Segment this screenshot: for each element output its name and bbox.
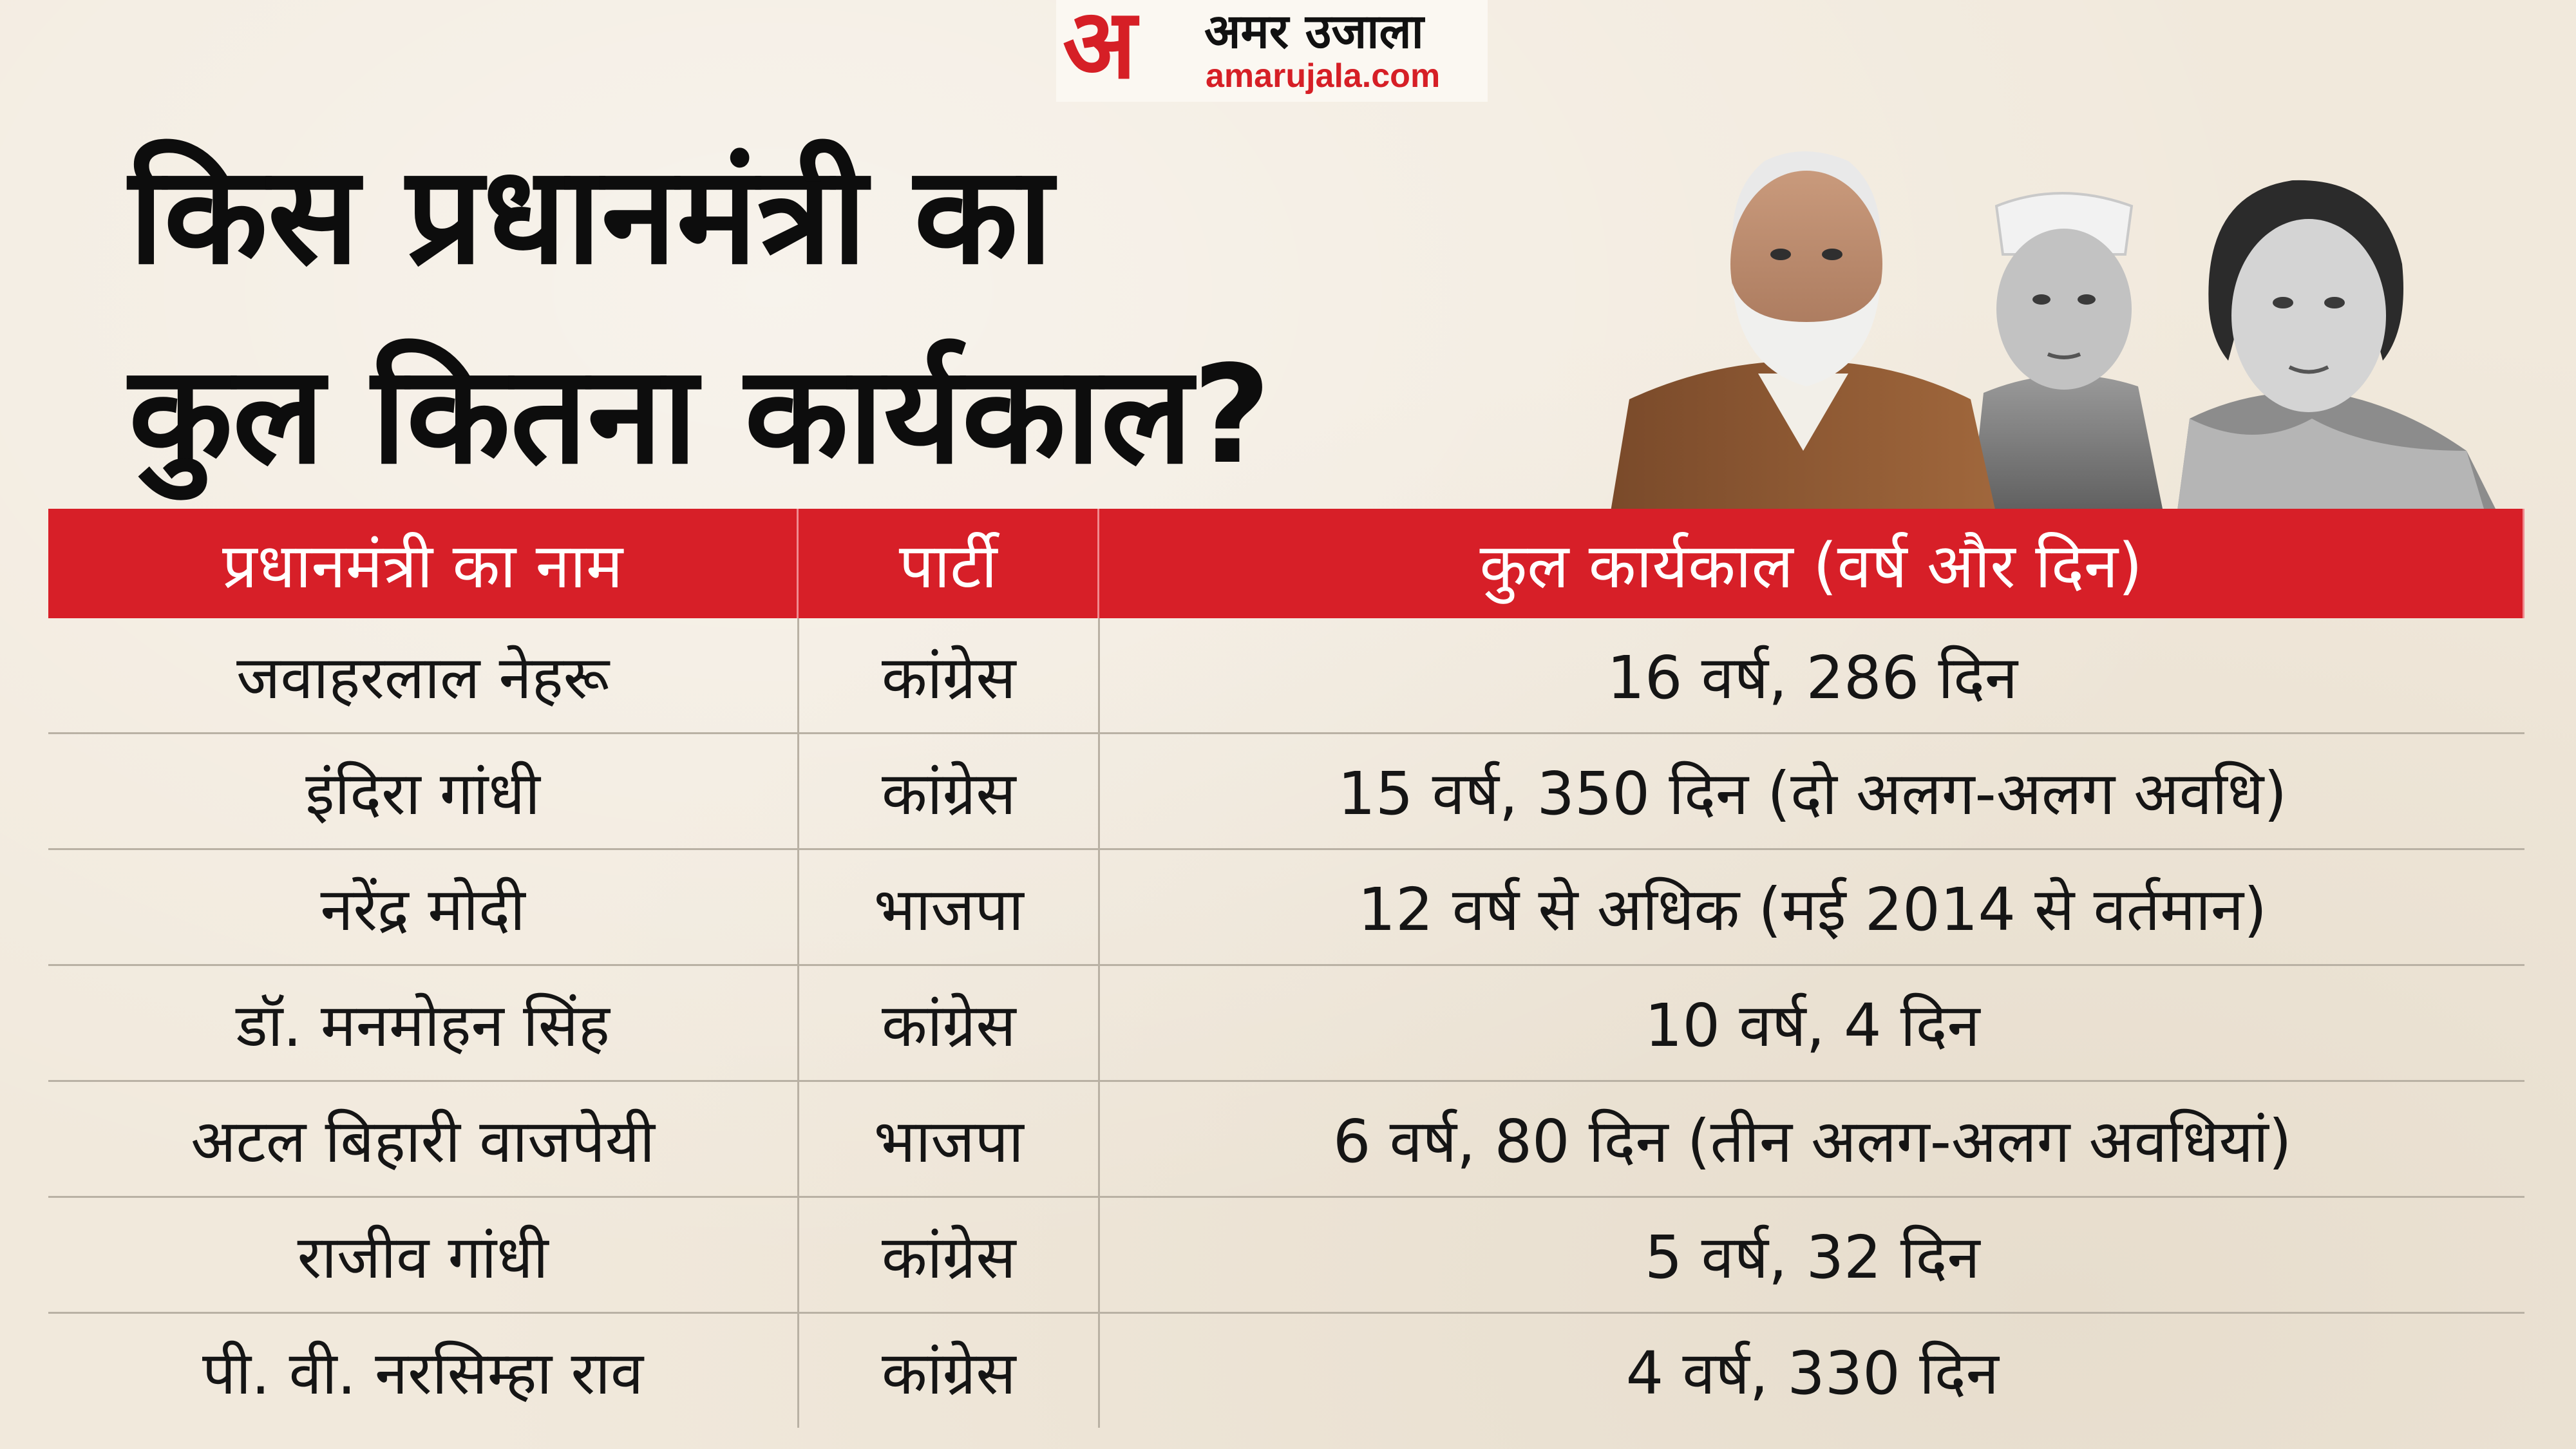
portrait-nehru bbox=[1971, 192, 2164, 515]
table-header: प्रधानमंत्री का नाम पार्टी कुल कार्यकाल … bbox=[48, 509, 2524, 618]
pm-tenure: 6 वर्ष, 80 दिन (तीन अलग-अलग अवधियां) bbox=[1332, 1107, 2292, 1176]
pm-tenure: 5 वर्ष, 32 दिन bbox=[1644, 1223, 1980, 1292]
title-line-1: किस प्रधानमंत्री का bbox=[129, 137, 1053, 294]
pm-party: कांग्रेस bbox=[799, 1198, 1101, 1312]
prime-ministers-portraits bbox=[1610, 151, 2499, 515]
pm-party: कांग्रेस bbox=[799, 618, 1101, 732]
portrait-modi bbox=[1610, 151, 1996, 515]
pm-party: भाजपा bbox=[799, 850, 1101, 964]
pm-party: कांग्रेस bbox=[799, 966, 1101, 1080]
page-title: किस प्रधानमंत्री का कुल कितना कार्यकाल? bbox=[129, 116, 1707, 515]
pm-tenure: 12 वर्ष से अधिक (मई 2014 से वर्तमान) bbox=[1358, 875, 2267, 944]
pm-name: जवाहरलाल नेहरू bbox=[48, 618, 800, 732]
pm-name: डॉ. मनमोहन सिंह bbox=[48, 966, 800, 1080]
tenure-table: प्रधानमंत्री का नाम पार्टी कुल कार्यकाल … bbox=[48, 509, 2524, 1428]
table-row: डॉ. मनमोहन सिंह कांग्रेस 10 वर्ष, 4 दिन bbox=[48, 966, 2524, 1082]
table-row: जवाहरलाल नेहरू कांग्रेस 16 वर्ष, 286 दिन bbox=[48, 618, 2524, 734]
logo-name-hindi: अमर उजाला bbox=[1204, 4, 1424, 59]
pm-party: भाजपा bbox=[799, 1082, 1101, 1196]
header-tenure: कुल कार्यकाल (वर्ष और दिन) bbox=[1099, 509, 2524, 618]
table-row: अटल बिहारी वाजपेयी भाजपा 6 वर्ष, 80 दिन … bbox=[48, 1082, 2524, 1198]
pm-name: पी. वी. नरसिम्हा राव bbox=[48, 1314, 800, 1428]
logo-mark: अ bbox=[1063, 0, 1137, 100]
pm-tenure: 15 वर्ष, 350 दिन (दो अलग-अलग अवधि) bbox=[1338, 759, 2287, 828]
pm-tenure: 10 वर्ष, 4 दिन bbox=[1644, 991, 1980, 1060]
table-row: इंदिरा गांधी कांग्रेस 15 वर्ष, 350 दिन (… bbox=[48, 734, 2524, 850]
table-row: नरेंद्र मोदी भाजपा 12 वर्ष से अधिक (मई 2… bbox=[48, 850, 2524, 966]
pm-name: इंदिरा गांधी bbox=[48, 734, 800, 848]
pm-tenure: 4 वर्ष, 330 दिन bbox=[1625, 1339, 1999, 1408]
pm-name: अटल बिहारी वाजपेयी bbox=[48, 1082, 800, 1196]
amar-ujala-logo: अ अमर उजाला amarujala.com bbox=[1056, 0, 1488, 102]
logo-site: amarujala.com bbox=[1206, 57, 1441, 95]
header-name: प्रधानमंत्री का नाम bbox=[48, 509, 799, 618]
pm-party: कांग्रेस bbox=[799, 1314, 1101, 1428]
pm-tenure: 16 वर्ष, 286 दिन bbox=[1607, 643, 2018, 712]
table-row: पी. वी. नरसिम्हा राव कांग्रेस 4 वर्ष, 33… bbox=[48, 1314, 2524, 1428]
portrait-indira bbox=[2177, 180, 2499, 515]
header-party: पार्टी bbox=[799, 509, 1100, 618]
pm-name: नरेंद्र मोदी bbox=[48, 850, 800, 964]
pm-name: राजीव गांधी bbox=[48, 1198, 800, 1312]
table-row: राजीव गांधी कांग्रेस 5 वर्ष, 32 दिन bbox=[48, 1198, 2524, 1314]
title-line-2: कुल कितना कार्यकाल? bbox=[129, 336, 1271, 494]
pm-party: कांग्रेस bbox=[799, 734, 1101, 848]
